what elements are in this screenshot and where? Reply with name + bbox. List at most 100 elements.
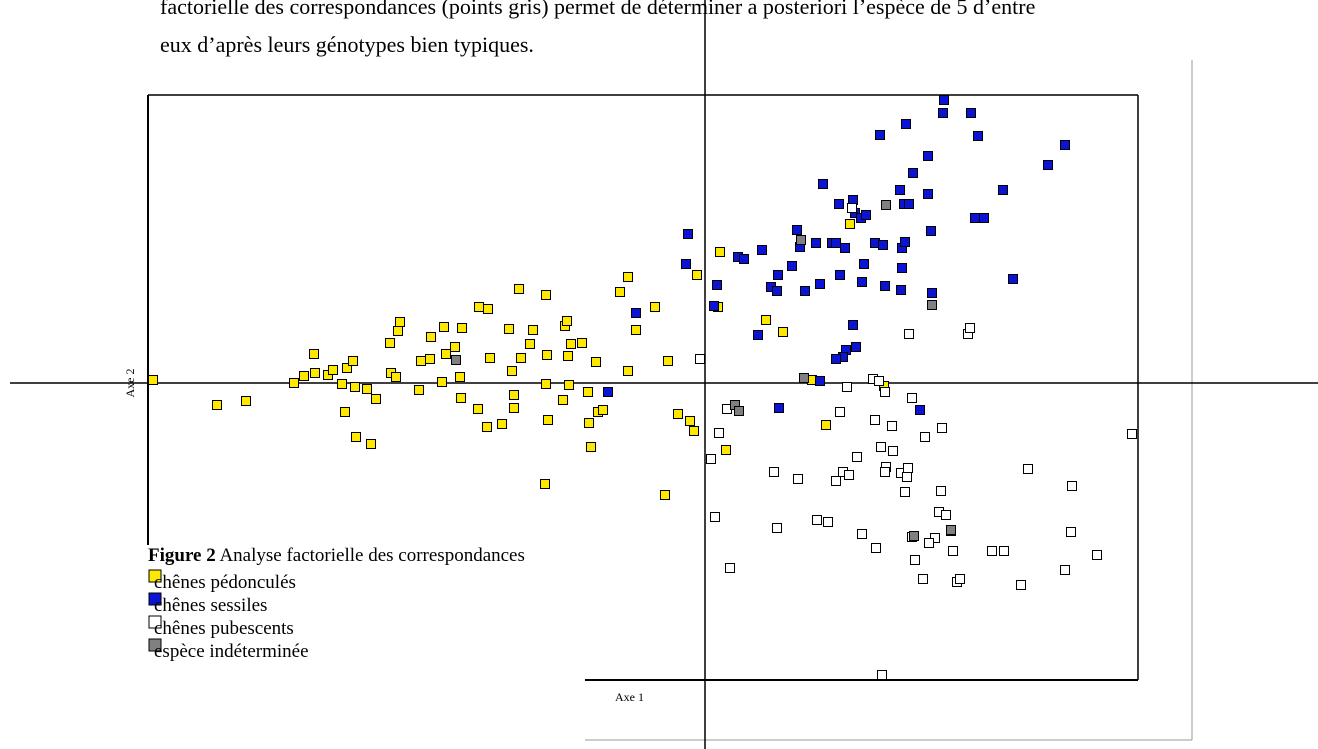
point <box>591 357 601 367</box>
point <box>897 263 907 273</box>
point <box>426 332 436 342</box>
point <box>904 329 914 339</box>
point <box>350 382 360 392</box>
point <box>340 407 350 417</box>
point <box>796 235 806 245</box>
point <box>880 387 890 397</box>
point <box>541 290 551 300</box>
point <box>831 354 841 364</box>
point <box>901 119 911 129</box>
point <box>525 339 535 349</box>
point <box>907 393 917 403</box>
point <box>904 199 914 209</box>
point <box>840 243 850 253</box>
point <box>753 330 763 340</box>
point <box>715 247 725 257</box>
point <box>918 574 928 584</box>
point <box>497 419 507 429</box>
point <box>878 240 888 250</box>
figure-label: Figure 2 <box>148 545 216 566</box>
point <box>870 415 880 425</box>
legend-label: chênes pubescents <box>154 618 294 639</box>
point <box>1127 429 1137 439</box>
point <box>973 131 983 141</box>
outer-frame <box>585 60 1193 741</box>
point <box>936 486 946 496</box>
point <box>1043 160 1053 170</box>
point <box>681 259 691 269</box>
caption-text: Analyse factorielle des correspondances <box>219 545 524 566</box>
point <box>861 210 871 220</box>
point <box>414 385 424 395</box>
point <box>859 259 869 269</box>
point <box>289 378 299 388</box>
point <box>787 261 797 271</box>
point <box>815 376 825 386</box>
point <box>337 379 347 389</box>
point <box>631 308 641 318</box>
legend-label: chênes pédonculés <box>154 572 296 593</box>
point <box>831 476 841 486</box>
point <box>871 543 881 553</box>
point <box>852 452 862 462</box>
point <box>451 355 461 365</box>
point <box>799 373 809 383</box>
point <box>342 363 352 373</box>
point <box>880 467 890 477</box>
point <box>328 365 338 375</box>
point <box>725 563 735 573</box>
point <box>309 349 319 359</box>
point <box>948 546 958 556</box>
point <box>615 287 625 297</box>
point <box>371 394 381 404</box>
point <box>842 382 852 392</box>
point <box>562 316 572 326</box>
point <box>739 254 749 264</box>
point <box>393 326 403 336</box>
point <box>584 418 594 428</box>
point <box>778 327 788 337</box>
point <box>987 546 997 556</box>
point <box>1060 140 1070 150</box>
y-axis-label: Axe 2 <box>123 369 137 398</box>
point <box>709 301 719 311</box>
point <box>1008 274 1018 284</box>
point <box>528 325 538 335</box>
point <box>847 203 857 213</box>
point <box>1067 481 1077 491</box>
point <box>845 219 855 229</box>
point <box>831 238 841 248</box>
point <box>509 403 519 413</box>
point <box>900 487 910 497</box>
point <box>939 95 949 105</box>
point <box>774 403 784 413</box>
point <box>712 280 722 290</box>
point <box>875 130 885 140</box>
point <box>416 356 426 366</box>
point <box>800 286 810 296</box>
legend-swatch <box>148 615 162 629</box>
point <box>673 409 683 419</box>
point <box>564 380 574 390</box>
point <box>362 384 372 394</box>
point <box>920 432 930 442</box>
point <box>710 512 720 522</box>
point <box>880 281 890 291</box>
point <box>769 467 779 477</box>
point <box>583 387 593 397</box>
point <box>927 300 937 310</box>
point <box>792 225 802 235</box>
point <box>955 574 965 584</box>
legend-label: chênes sessiles <box>154 595 267 616</box>
point <box>773 270 783 280</box>
point <box>685 416 695 426</box>
point <box>509 390 519 400</box>
point <box>598 405 608 415</box>
point <box>815 279 825 289</box>
point <box>909 531 919 541</box>
point <box>915 405 925 415</box>
point <box>631 325 641 335</box>
point <box>761 315 771 325</box>
point <box>721 445 731 455</box>
point <box>923 189 933 199</box>
